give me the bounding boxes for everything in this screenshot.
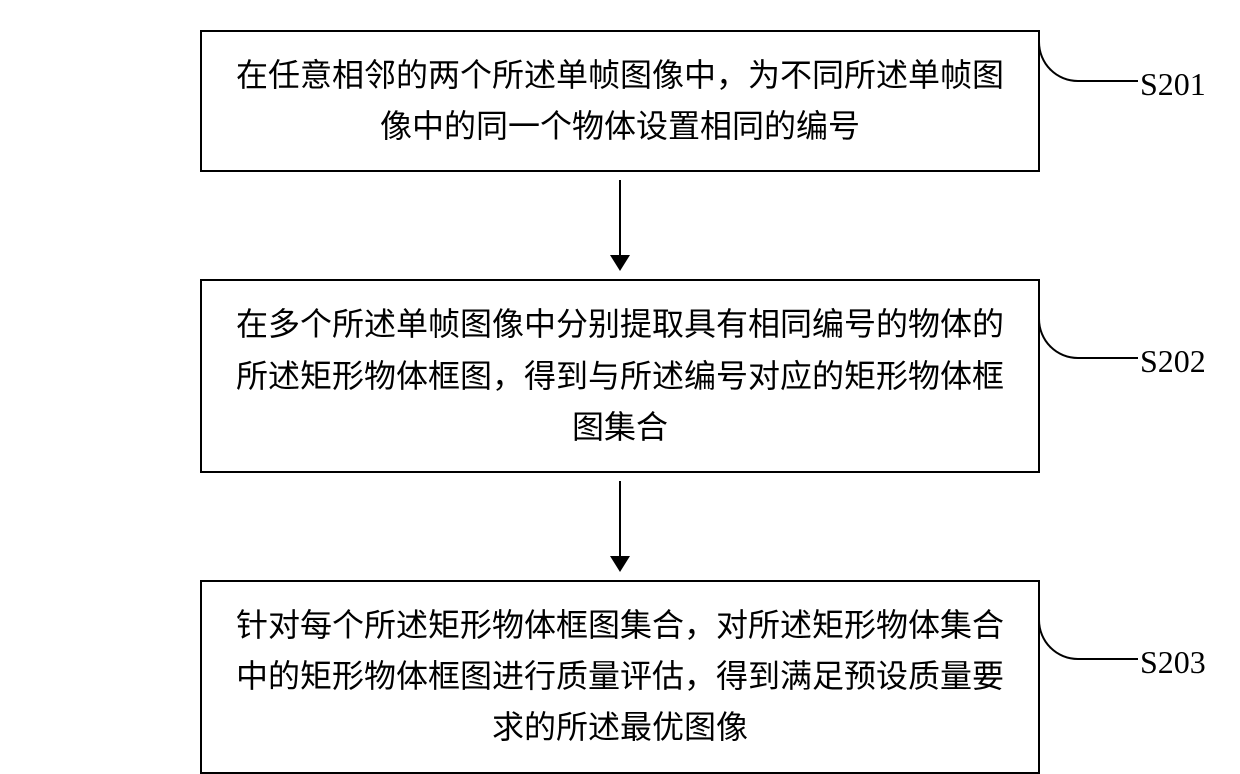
- arrow-head-1: [610, 255, 630, 271]
- arrow-1: [610, 180, 630, 271]
- step-row-1: 在任意相邻的两个所述单帧图像中，为不同所述单帧图像中的同一个物体设置相同的编号 …: [0, 30, 1240, 172]
- step-box-1: 在任意相邻的两个所述单帧图像中，为不同所述单帧图像中的同一个物体设置相同的编号: [200, 30, 1040, 172]
- arrow-2: [610, 481, 630, 572]
- step-box-3: 针对每个所述矩形物体框图集合，对所述矩形物体集合中的矩形物体框图进行质量评估，得…: [200, 580, 1040, 774]
- step-text-2: 在多个所述单帧图像中分别提取具有相同编号的物体的所述矩形物体框图，得到与所述编号…: [226, 299, 1014, 453]
- arrow-head-2: [610, 556, 630, 572]
- connector-1: [1038, 42, 1138, 82]
- step-label-3: S203: [1140, 644, 1206, 681]
- connector-3: [1038, 620, 1138, 660]
- step-label-2: S202: [1140, 343, 1206, 380]
- arrow-line-2: [619, 481, 621, 556]
- step-text-1: 在任意相邻的两个所述单帧图像中，为不同所述单帧图像中的同一个物体设置相同的编号: [226, 50, 1014, 152]
- flowchart-container: 在任意相邻的两个所述单帧图像中，为不同所述单帧图像中的同一个物体设置相同的编号 …: [0, 30, 1240, 774]
- step-text-3: 针对每个所述矩形物体框图集合，对所述矩形物体集合中的矩形物体框图进行质量评估，得…: [226, 600, 1014, 754]
- arrow-line-1: [619, 180, 621, 255]
- step-row-2: 在多个所述单帧图像中分别提取具有相同编号的物体的所述矩形物体框图，得到与所述编号…: [0, 279, 1240, 473]
- connector-2: [1038, 319, 1138, 359]
- step-row-3: 针对每个所述矩形物体框图集合，对所述矩形物体集合中的矩形物体框图进行质量评估，得…: [0, 580, 1240, 774]
- step-label-1: S201: [1140, 66, 1206, 103]
- step-box-2: 在多个所述单帧图像中分别提取具有相同编号的物体的所述矩形物体框图，得到与所述编号…: [200, 279, 1040, 473]
